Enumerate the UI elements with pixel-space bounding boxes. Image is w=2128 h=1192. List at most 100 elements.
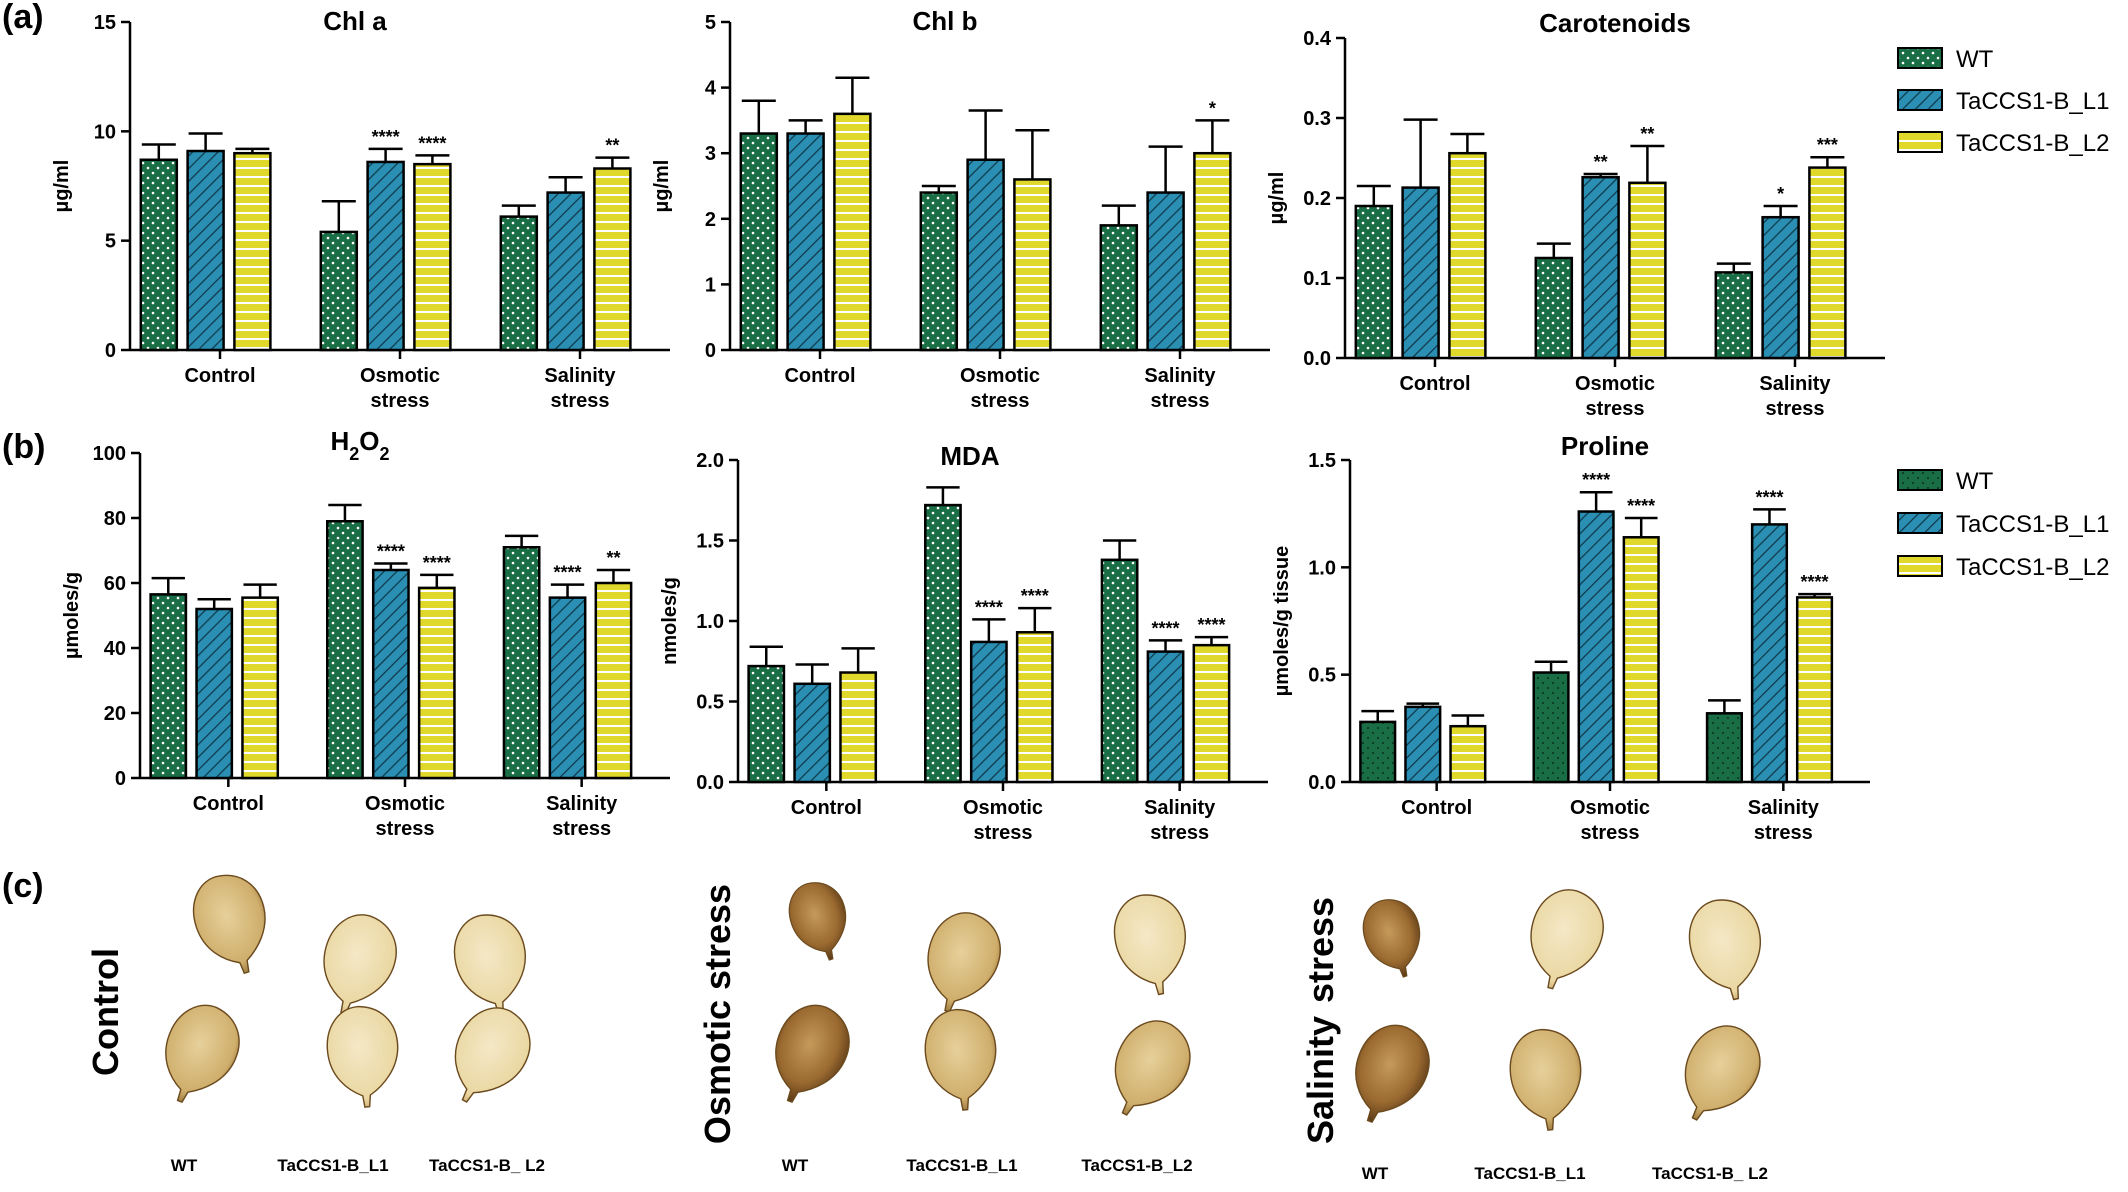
x-category-label: stress — [1766, 398, 1825, 420]
significance-label: **** — [1627, 496, 1655, 516]
y-tick-label: 0 — [105, 340, 116, 362]
y-axis-label: µmoles/g tissue — [1271, 546, 1293, 696]
legend-label: TaCCS1-B_L2 — [1956, 130, 2109, 157]
x-category-label: stress — [1586, 398, 1645, 420]
significance-label: *** — [1817, 135, 1838, 155]
x-category-label: stress — [552, 818, 611, 840]
bar — [1534, 256, 1574, 360]
x-category-label: Salinity — [544, 365, 616, 387]
bar — [833, 112, 872, 352]
y-tick-label: 0 — [115, 768, 126, 790]
y-tick-label: 0.0 — [696, 772, 724, 794]
x-category-label: stress — [371, 390, 430, 412]
legend-swatch — [1897, 89, 1943, 111]
significance-label: **** — [1801, 572, 1829, 592]
chart-title: Proline — [1561, 431, 1649, 461]
bar — [499, 215, 539, 352]
significance-label: ** — [1640, 124, 1654, 144]
x-category-label: Osmotic — [1575, 373, 1655, 395]
bar — [1532, 671, 1570, 784]
x-category-label: Control — [791, 797, 862, 819]
bar — [1581, 175, 1620, 360]
x-category-label: Osmotic — [963, 797, 1043, 819]
leaf-caption: WT — [782, 1156, 809, 1175]
legend-top: WT TaCCS1-B_L1 TaCCS1-B_L2 — [1897, 46, 2109, 157]
significance-label: ** — [1594, 152, 1608, 172]
x-category-label: Osmotic — [960, 365, 1040, 387]
bar — [1146, 650, 1185, 784]
bar — [1015, 631, 1054, 784]
title-part: H — [330, 426, 349, 456]
y-tick-label: 1.5 — [696, 531, 724, 553]
leaf-image — [1509, 1028, 1582, 1131]
x-category-label: Salinity — [1144, 797, 1216, 819]
bar — [1705, 712, 1743, 784]
y-tick-label: 20 — [104, 703, 126, 725]
bar — [1146, 191, 1185, 352]
bar — [1628, 181, 1667, 360]
bar — [233, 151, 272, 352]
significance-label: **** — [1197, 615, 1225, 635]
chart-title: Carotenoids — [1539, 8, 1691, 38]
significance-label: **** — [1755, 487, 1783, 507]
panel-label-a: (a) — [2, 0, 44, 36]
bar — [1013, 178, 1052, 352]
bar — [548, 596, 587, 780]
y-tick-label: 0 — [705, 340, 716, 362]
panel-label-c: (c) — [2, 867, 44, 905]
y-tick-label: 60 — [104, 573, 126, 595]
y-tick-label: 0.5 — [696, 692, 724, 714]
bar — [793, 682, 832, 784]
bar — [593, 167, 632, 352]
bar — [1449, 724, 1487, 784]
y-tick-label: 0.3 — [1303, 108, 1331, 130]
legend-swatch — [1897, 555, 1943, 577]
x-category-label: Osmotic — [365, 793, 445, 815]
y-tick-label: 100 — [93, 443, 126, 465]
leaf-section: Salinity stress WT TaCCS1-B_L1 TaCCS1-B_ L2 — [1300, 889, 1768, 1183]
y-tick-label: 5 — [105, 231, 116, 253]
bar — [786, 132, 825, 352]
bar — [924, 503, 962, 784]
significance-label: **** — [1152, 618, 1180, 638]
bar — [186, 149, 225, 352]
chart-mda: MDA nmoles/g 0.0 0.5 1.0 1.5 2.0 Control Osmotic… — [659, 441, 1268, 844]
significance-label: ** — [606, 548, 620, 568]
leaf-image — [454, 1007, 531, 1103]
section-label: Salinity — [1300, 1016, 1341, 1144]
chart-chl-b: Chl b µg/ml 0 1 2 3 4 5 Control Osmotic stress Sali… — [651, 6, 1270, 412]
y-axis-label: nmoles/g — [659, 577, 681, 665]
bar — [1750, 523, 1789, 784]
leaf-image — [788, 882, 847, 961]
leaf-section: Control WT TaCCS1-B_L1 TaCCS1-B_ L2 — [85, 874, 545, 1175]
bar — [1401, 186, 1440, 360]
bar — [1448, 151, 1487, 360]
leaf-section: Osmotic stress WT TaCCS1-B_L1 TaCCS1-B_L2 — [697, 882, 1193, 1175]
chart-proline: Proline µmoles/g tissue 0.0 0.5 1.0 1.5 Contro… — [1271, 431, 1870, 844]
leaf-image — [1688, 899, 1761, 1001]
bar — [1359, 720, 1397, 784]
bar — [366, 160, 405, 352]
legend-label: TaCCS1-B_L1 — [1956, 88, 2109, 115]
y-tick-label: 15 — [94, 12, 116, 34]
significance-label: ** — [605, 136, 619, 156]
legend-label: TaCCS1-B_L2 — [1956, 554, 2109, 581]
y-tick-label: 3 — [705, 143, 716, 165]
bar — [149, 593, 188, 780]
leaf-caption: TaCCS1-B_L1 — [277, 1156, 388, 1175]
x-category-label: stress — [971, 390, 1030, 412]
bar — [1622, 536, 1660, 784]
section-label: stress — [1300, 897, 1341, 1003]
bar — [1714, 271, 1754, 360]
legend-swatch — [1897, 512, 1943, 534]
bar — [1404, 705, 1442, 784]
title-subscript: 2 — [349, 444, 359, 464]
leaf-image — [1114, 1020, 1191, 1116]
y-tick-label: 0.2 — [1303, 188, 1331, 210]
chart-title: Chl b — [913, 6, 978, 36]
y-axis-label: µg/ml — [651, 160, 673, 213]
y-axis-label: µmoles/g — [61, 572, 83, 659]
x-category-label: Control — [184, 365, 255, 387]
